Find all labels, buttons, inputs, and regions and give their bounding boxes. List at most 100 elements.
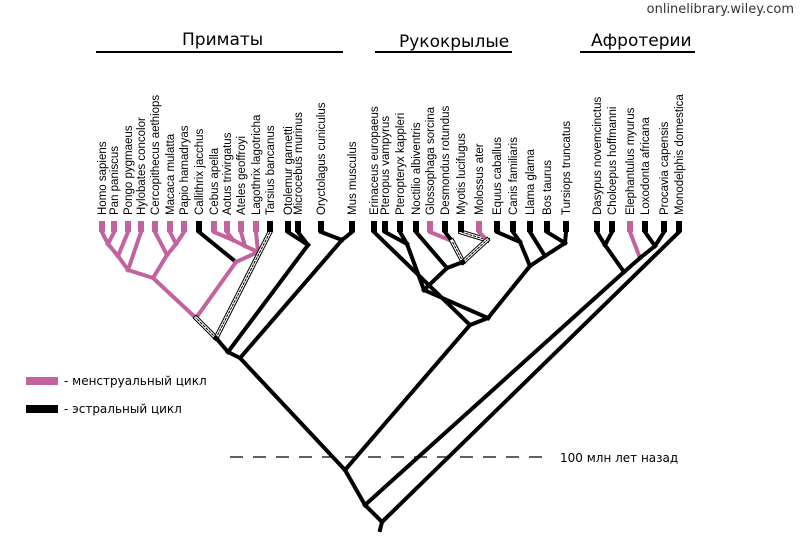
tip-marker [238,221,244,232]
tip-marker [224,221,230,232]
legend-label-estrous: - эстральный цикл [64,402,182,416]
tip-marker [510,221,516,232]
taxon-label: Myotis lucifugus [456,133,468,215]
tip-marker [676,221,682,232]
branch [467,315,491,328]
tip-marker [99,221,105,232]
branch [362,269,627,508]
taxon-label: Pan paniscus [109,146,121,215]
branch [382,229,410,247]
taxon-label: Choloepus hoffmanni [607,107,619,215]
branch [421,287,491,321]
tip-marker [594,221,600,232]
branch [339,229,355,243]
taxon-label: Equus caballus [492,137,504,215]
branch [362,502,385,525]
taxon-label: Microcebus murinus [293,112,305,215]
tip-marker [267,221,273,232]
tip-marker [181,221,187,232]
branch [627,229,643,261]
branch [444,259,466,271]
taxon-label: Tarsius bancanus [265,125,277,215]
branch [527,229,548,259]
branch [237,237,345,361]
tip-marker [318,221,324,232]
branch-hatch [215,231,271,339]
tip-marker [494,221,500,232]
tip-marker [627,221,633,232]
branch [233,249,261,265]
tip-marker [458,221,464,232]
branch-hatch [451,240,464,263]
tip-marker [138,221,144,232]
taxon-label: Bos taurus [542,160,554,215]
taxon-label: Loxodonta africana [640,117,652,215]
branch [173,229,187,247]
branch [342,467,368,508]
tip-marker [609,221,615,232]
branch [342,322,473,473]
taxon-label: Lagothrix lagotricha [251,114,263,215]
time-marker-label: 100 млн лет назад [560,451,679,465]
taxon-label: Pteropus vampyrus [380,116,392,215]
branch [421,265,450,293]
tip-marker [544,221,550,232]
branch [318,229,345,243]
tip-marker [413,221,419,232]
branch [213,335,231,355]
tip-marker [125,221,131,232]
taxon-label: Procavia capensis [659,121,671,215]
branch [602,242,627,275]
branch [527,253,548,269]
tip-marker [642,221,648,232]
branch [642,229,658,249]
branch [542,240,568,259]
taxon-label: Cebus apella [209,147,221,215]
taxon-label: Mus musculus [347,141,359,215]
legend-swatch-menstrual [26,377,58,385]
taxon-label: Desmondus rotundus [440,105,452,215]
branch [125,229,144,273]
taxon-label: Pongo pygmaeus [123,125,135,215]
tip-marker [442,221,448,232]
group-title-afrotheria: Афротерии [591,31,692,51]
branch [237,355,348,473]
branch [397,229,410,247]
tip-marker [152,221,158,232]
branch [105,241,121,259]
branch [517,239,533,269]
branch [637,243,658,261]
branch [379,229,682,525]
group-title-bats: Рукокрылые [399,32,510,52]
tip-marker [285,221,291,232]
legend-menstrual: - менструальный цикл [26,374,207,388]
taxon-label: Aotus trivirgatus [222,132,234,215]
branch [115,229,131,259]
tip-marker [295,221,301,232]
branch [544,229,568,246]
taxon-label: Ateles geoffroyi [236,136,248,215]
tip-marker [397,221,403,232]
branch-hatch [195,317,217,339]
branch [371,229,473,328]
tip-marker [211,221,217,232]
root-branch [377,519,385,533]
branch [485,263,533,321]
branch [602,229,615,248]
tip-marker [253,221,259,232]
legend-swatch-estrous [26,405,58,413]
taxon-label: Macaca mulatta [165,133,177,215]
branch [150,275,199,321]
branch [404,241,427,293]
taxon-label: Papio hamadryas [179,125,191,215]
branch [164,241,179,258]
branch [193,259,239,321]
taxon-label: Pteropteryx kappleri [395,113,407,215]
branch [621,255,643,275]
tip-marker [476,221,482,232]
branch [225,349,243,361]
taxon-label: Elephantulus myurus [625,107,637,215]
source-watermark: onlinelibrary.wiley.com [646,2,794,17]
tip-marker [196,221,202,232]
